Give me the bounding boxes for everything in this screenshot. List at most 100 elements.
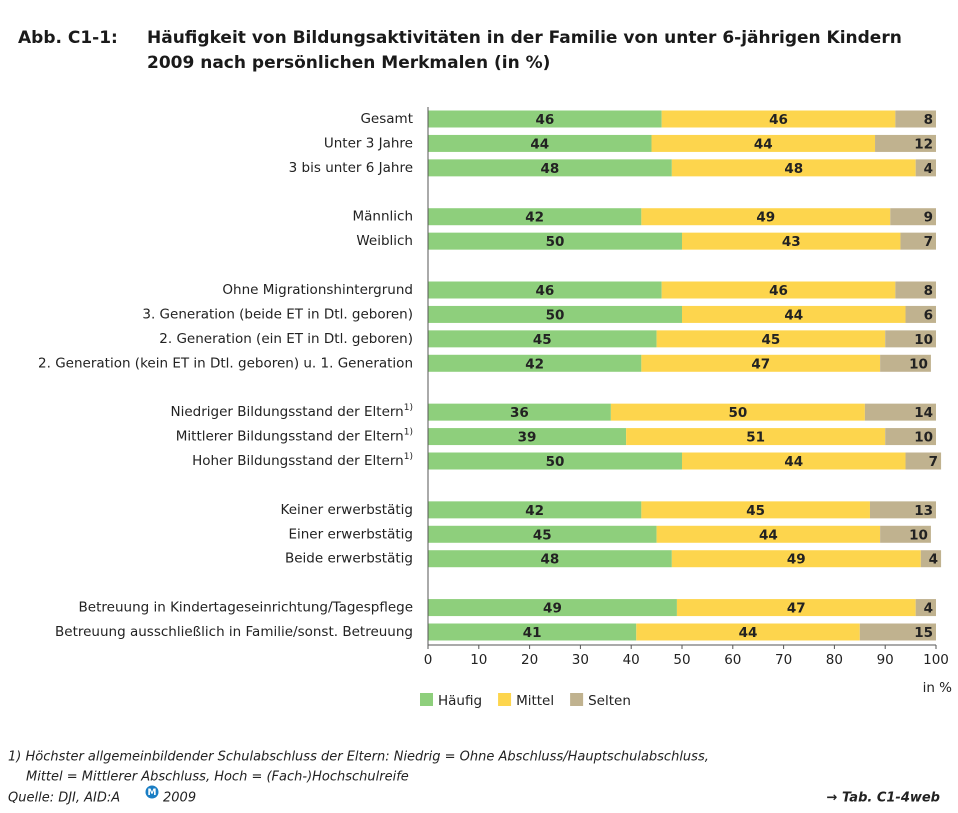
chart-title: 2009 nach persönlichen Merkmalen (in %) xyxy=(147,53,550,73)
bar-segment xyxy=(895,110,936,128)
bar-segment xyxy=(900,232,936,250)
bar-segment xyxy=(656,525,881,543)
value-label: 44 xyxy=(754,136,773,152)
legend-swatch xyxy=(498,693,512,706)
value-label: 10 xyxy=(909,527,928,543)
bar-segment xyxy=(682,305,906,323)
bar-segment xyxy=(682,232,901,250)
y-tick-label: Weiblich xyxy=(356,233,413,249)
bar-segment xyxy=(905,452,942,470)
footnote: Mittel = Mittlerer Abschluss, Hoch = (Fa… xyxy=(26,770,409,785)
value-label: 46 xyxy=(769,112,788,128)
value-label: 50 xyxy=(546,234,565,250)
bar-segment xyxy=(864,403,936,421)
category-label: Hoher Bildungsstand der Eltern xyxy=(192,453,404,469)
value-label: 7 xyxy=(924,234,933,250)
x-axis-label: in % xyxy=(923,680,953,696)
category-label: 2. Generation (kein ET in Dtl. geboren) … xyxy=(38,355,413,371)
y-tick-label: Männlich xyxy=(352,209,413,225)
value-label: 49 xyxy=(543,601,562,617)
value-label: 48 xyxy=(541,552,560,568)
category-label: Niedriger Bildungsstand der Eltern xyxy=(170,404,403,420)
category-label: Gesamt xyxy=(360,111,413,127)
value-label: 9 xyxy=(924,210,933,226)
source: Quelle: DJI, AID:A xyxy=(8,791,120,806)
bar-segment xyxy=(428,623,637,641)
value-label: 46 xyxy=(535,283,554,299)
value-label: 42 xyxy=(525,503,544,519)
category-label: Weiblich xyxy=(356,233,413,249)
value-label: 44 xyxy=(784,454,803,470)
y-tick-label: Betreuung in Kindertageseinrichtung/Tage… xyxy=(79,600,413,616)
x-tick-label: 80 xyxy=(826,652,843,668)
category-label: 2. Generation (ein ET in Dtl. geboren) xyxy=(159,331,413,347)
value-label: 43 xyxy=(782,234,801,250)
bar-segment xyxy=(428,110,662,128)
bar-segment xyxy=(859,623,936,641)
x-tick-label: 10 xyxy=(470,652,487,668)
bar-segment xyxy=(428,403,611,421)
value-label: 51 xyxy=(746,430,765,446)
bar-segment xyxy=(880,525,931,543)
category-label: Männlich xyxy=(352,209,413,225)
figure-label: Abb. C1-1: xyxy=(18,28,118,48)
value-label: 8 xyxy=(924,112,933,128)
y-tick-label: Beide erwerbstätig xyxy=(285,551,413,567)
value-label: 39 xyxy=(518,430,537,446)
bar-segment xyxy=(428,134,652,152)
x-tick-label: 100 xyxy=(923,652,949,668)
y-tick-label: Betreuung ausschließlich in Familie/sons… xyxy=(55,624,413,640)
value-label: 13 xyxy=(914,503,933,519)
value-label: 44 xyxy=(784,307,803,323)
value-label: 4 xyxy=(929,552,938,568)
category-label: Einer erwerbstätig xyxy=(288,526,413,542)
source: 2009 xyxy=(163,791,196,806)
value-label: 41 xyxy=(523,625,542,641)
bar-segment xyxy=(641,208,891,226)
bar-segment xyxy=(428,330,657,348)
x-tick-label: 20 xyxy=(521,652,538,668)
value-label: 14 xyxy=(914,405,933,421)
value-label: 48 xyxy=(784,161,803,177)
value-label: 42 xyxy=(525,210,544,226)
value-label: 45 xyxy=(533,332,552,348)
icon-letter: M xyxy=(148,788,157,798)
bar-segment xyxy=(885,428,936,446)
x-tick-label: 0 xyxy=(424,652,433,668)
bar-segment xyxy=(641,354,881,372)
value-label: 10 xyxy=(909,356,928,372)
value-label: 44 xyxy=(530,136,549,152)
bar-segment xyxy=(885,330,936,348)
value-label: 15 xyxy=(914,625,933,641)
value-label: 44 xyxy=(739,625,758,641)
y-tick-label: Keiner erwerbstätig xyxy=(281,502,413,518)
bar-segment xyxy=(915,599,936,617)
bar-segment xyxy=(661,110,896,128)
value-label: 48 xyxy=(541,161,560,177)
value-label: 7 xyxy=(929,454,938,470)
bar-segment xyxy=(428,525,657,543)
y-tick-label: Unter 3 Jahre xyxy=(324,135,413,151)
value-label: 8 xyxy=(924,283,933,299)
value-label: 42 xyxy=(525,356,544,372)
legend-label: Mittel xyxy=(516,693,554,709)
bar-segment xyxy=(651,134,876,152)
bar-segment xyxy=(428,501,642,519)
category-label: Betreuung in Kindertageseinrichtung/Tage… xyxy=(79,600,413,616)
bar-segment xyxy=(915,159,936,177)
footnote-marker: 1) xyxy=(404,427,413,437)
x-tick-label: 70 xyxy=(775,652,792,668)
chart-title: Häufigkeit von Bildungsaktivitäten in de… xyxy=(147,28,902,48)
y-tick-label: 2. Generation (kein ET in Dtl. geboren) … xyxy=(38,355,413,371)
value-label: 50 xyxy=(546,307,565,323)
x-tick-label: 50 xyxy=(673,652,690,668)
bar-segment xyxy=(905,305,936,323)
value-label: 47 xyxy=(787,601,806,617)
y-tick-label: Gesamt xyxy=(360,111,413,127)
value-label: 45 xyxy=(746,503,765,519)
value-label: 50 xyxy=(546,454,565,470)
value-label: 12 xyxy=(914,136,933,152)
bar-segment xyxy=(428,599,677,617)
legend-swatch xyxy=(570,693,584,706)
